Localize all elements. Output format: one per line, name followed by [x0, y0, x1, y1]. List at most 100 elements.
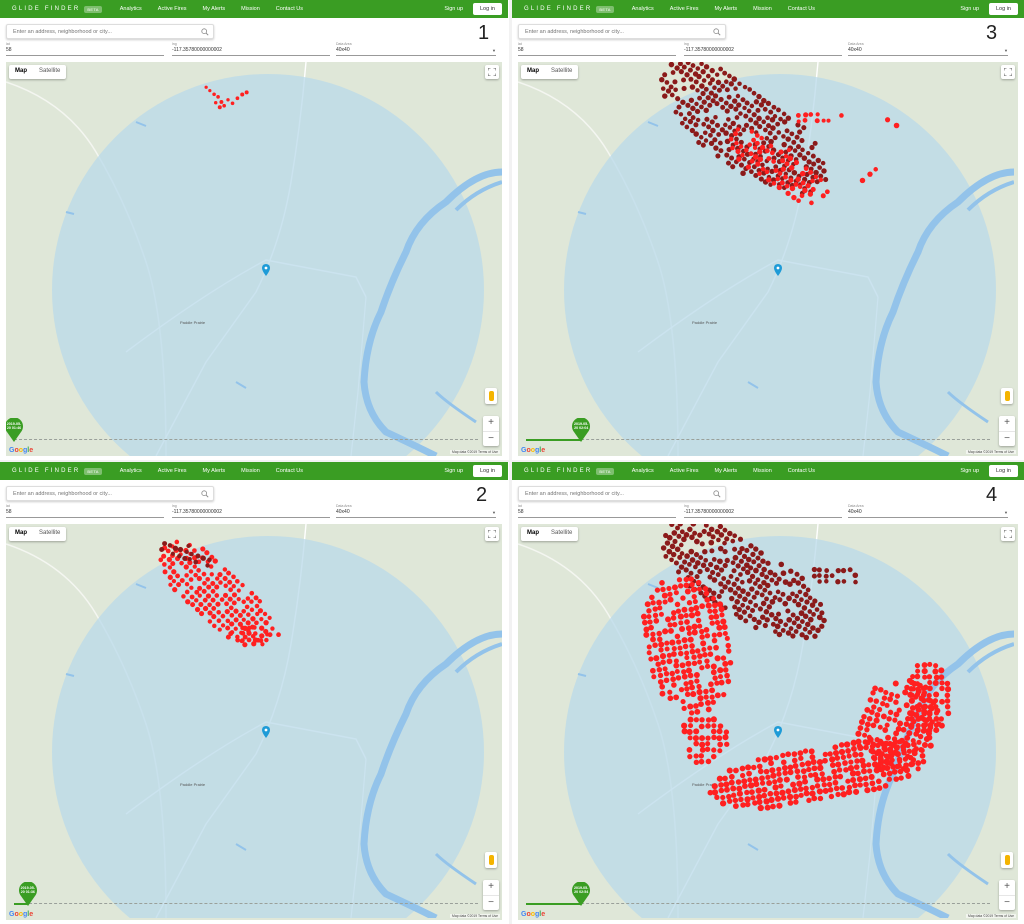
brand-logo[interactable]: GLIDE FINDER BETA: [524, 5, 614, 13]
map-attribution[interactable]: Map data ©2019 Terms of Use: [966, 914, 1016, 918]
address-search-input[interactable]: [13, 28, 193, 35]
fullscreen-button[interactable]: [485, 65, 499, 79]
zoom-in-icon[interactable]: +: [488, 881, 494, 892]
nav-link-my-alerts[interactable]: My Alerts: [202, 6, 226, 12]
map-pin-icon[interactable]: [774, 726, 782, 738]
data-area-select[interactable]: Data Area 40x40 ▼: [336, 504, 496, 518]
timeline-slider[interactable]: 2019-05- 20 01:36: [10, 881, 478, 907]
map-type-map[interactable]: Map: [15, 68, 27, 74]
zoom-out-icon[interactable]: −: [483, 431, 499, 446]
zoom-in-icon[interactable]: +: [1004, 881, 1010, 892]
data-area-select[interactable]: Data Area 40x40 ▼: [336, 42, 496, 56]
zoom-in-icon[interactable]: +: [488, 417, 494, 428]
nav-link-mission[interactable]: Mission: [753, 468, 772, 474]
nav-link-mission[interactable]: Mission: [241, 468, 260, 474]
login-button[interactable]: Log in: [473, 465, 502, 477]
map-attribution[interactable]: Map data ©2019 Terms of Use: [966, 450, 1016, 454]
search-icon[interactable]: [713, 28, 721, 36]
lng-field[interactable]: lng -117.35780000000002: [684, 504, 842, 518]
map-canvas[interactable]: Paddle Prairie Map Satellite + −: [6, 524, 502, 920]
login-button[interactable]: Log in: [989, 3, 1018, 15]
nav-link-active-fires[interactable]: Active Fires: [157, 468, 187, 474]
map-canvas[interactable]: Paddle Prairie Map Satellite + −: [518, 62, 1018, 456]
nav-link-my-alerts[interactable]: My Alerts: [714, 468, 738, 474]
pegman-icon[interactable]: [485, 852, 497, 868]
nav-link-contact-us[interactable]: Contact Us: [275, 6, 304, 12]
lng-field[interactable]: lng -117.35780000000002: [172, 504, 330, 518]
nav-link-my-alerts[interactable]: My Alerts: [202, 468, 226, 474]
nav-link-active-fires[interactable]: Active Fires: [669, 468, 699, 474]
nav-link-contact-us[interactable]: Contact Us: [787, 6, 816, 12]
zoom-in-icon[interactable]: +: [1004, 417, 1010, 428]
timeline-thumb[interactable]: 2019-05- 20 02:04: [572, 417, 591, 442]
pegman-icon[interactable]: [485, 388, 497, 404]
map-type-satellite[interactable]: Satellite: [551, 68, 573, 74]
map-pin-icon[interactable]: [262, 264, 270, 276]
nav-link-mission[interactable]: Mission: [241, 6, 260, 12]
search-icon[interactable]: [713, 490, 721, 498]
timeline-slider[interactable]: 2019-05- 20 01:46: [6, 417, 478, 443]
timeline-thumb[interactable]: 2019-05- 20 01:46: [6, 417, 23, 442]
map-type-map[interactable]: Map: [527, 68, 539, 74]
lng-field[interactable]: lng -117.35780000000002: [172, 42, 330, 56]
zoom-out-icon[interactable]: −: [999, 431, 1015, 446]
lat-field[interactable]: lat 58: [518, 504, 676, 518]
nav-link-contact-us[interactable]: Contact Us: [787, 468, 816, 474]
nav-link-active-fires[interactable]: Active Fires: [157, 6, 187, 12]
search-icon[interactable]: [201, 490, 209, 498]
map-type-map[interactable]: Map: [15, 530, 27, 536]
nav-link-active-fires[interactable]: Active Fires: [669, 6, 699, 12]
map-type-satellite[interactable]: Satellite: [39, 530, 61, 536]
nav-link-analytics[interactable]: Analytics: [119, 6, 142, 12]
pegman-icon[interactable]: [1001, 852, 1013, 868]
brand-logo[interactable]: GLIDE FINDER BETA: [12, 5, 102, 13]
pegman-icon[interactable]: [1001, 388, 1013, 404]
nav-link-contact-us[interactable]: Contact Us: [275, 468, 304, 474]
fullscreen-button[interactable]: [485, 527, 499, 541]
data-area-select[interactable]: Data Area 40x40 ▼: [848, 42, 1008, 56]
nav-link-analytics[interactable]: Analytics: [119, 468, 142, 474]
address-search-input[interactable]: [525, 28, 705, 35]
lng-field[interactable]: lng -117.35780000000002: [684, 42, 842, 56]
brand-logo[interactable]: GLIDE FINDER BETA: [524, 467, 614, 475]
signup-link[interactable]: Sign up: [960, 6, 979, 12]
signup-link[interactable]: Sign up: [444, 468, 463, 474]
map-attribution[interactable]: Map data ©2019 Terms of Use: [450, 914, 500, 918]
fullscreen-button[interactable]: [1001, 527, 1015, 541]
beta-badge: BETA: [84, 467, 102, 475]
timeline-slider[interactable]: 2019-05- 20 02:04: [522, 417, 990, 443]
nav-link-mission[interactable]: Mission: [753, 6, 772, 12]
map-canvas[interactable]: Paddle Prairie Map Satellite + −: [518, 524, 1018, 920]
lat-field[interactable]: lat 58: [518, 42, 676, 56]
map-canvas[interactable]: Paddle Prairie Map Satellite + −: [6, 62, 502, 456]
timeline-thumb[interactable]: 2019-05- 20 02:54: [572, 881, 591, 906]
fullscreen-button[interactable]: [1001, 65, 1015, 79]
map-pin-icon[interactable]: [262, 726, 270, 738]
timeline-thumb[interactable]: 2019-05- 20 01:36: [18, 881, 37, 906]
fire-hotspot: [643, 626, 650, 633]
nav-link-my-alerts[interactable]: My Alerts: [714, 6, 738, 12]
fire-hotspot: [868, 773, 875, 780]
map-type-satellite[interactable]: Satellite: [551, 530, 573, 536]
map-type-satellite[interactable]: Satellite: [39, 68, 61, 74]
map-type-map[interactable]: Map: [527, 530, 539, 536]
login-button[interactable]: Log in: [473, 3, 502, 15]
brand-logo[interactable]: GLIDE FINDER BETA: [12, 467, 102, 475]
address-search-input[interactable]: [525, 490, 705, 497]
timeline-slider[interactable]: 2019-05- 20 02:54: [522, 881, 990, 907]
signup-link[interactable]: Sign up: [960, 468, 979, 474]
lat-field[interactable]: lat 58: [6, 504, 164, 518]
signup-link[interactable]: Sign up: [444, 6, 463, 12]
address-search-input[interactable]: [13, 490, 193, 497]
zoom-out-icon[interactable]: −: [483, 895, 499, 910]
login-button[interactable]: Log in: [989, 465, 1018, 477]
fire-hotspot: [683, 582, 690, 589]
map-attribution[interactable]: Map data ©2019 Terms of Use: [450, 450, 500, 454]
nav-link-analytics[interactable]: Analytics: [631, 468, 654, 474]
data-area-select[interactable]: Data Area 40x40 ▼: [848, 504, 1008, 518]
map-pin-icon[interactable]: [774, 264, 782, 276]
lat-field[interactable]: lat 58: [6, 42, 164, 56]
zoom-out-icon[interactable]: −: [999, 895, 1015, 910]
nav-link-analytics[interactable]: Analytics: [631, 6, 654, 12]
search-icon[interactable]: [201, 28, 209, 36]
